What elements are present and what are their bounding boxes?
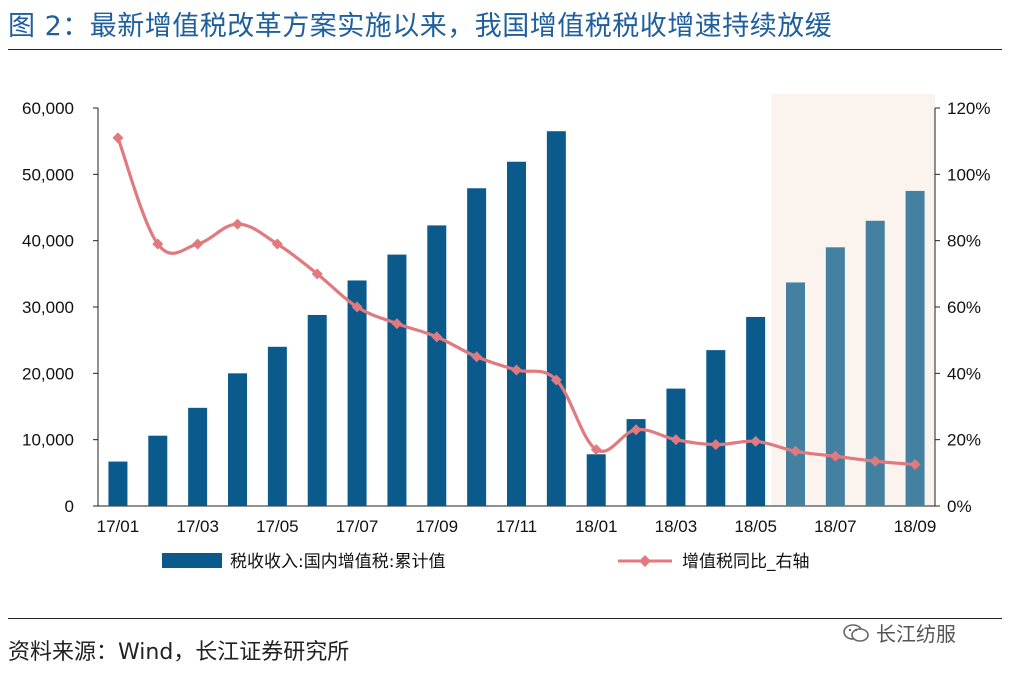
axes: 0 10,000 20,000 30,000 40,000 50,000 60,000 0% 2… [22,99,990,536]
line-point [710,439,722,451]
line-point [471,351,483,363]
right-tick-label: 80% [947,232,981,251]
right-tick-label: 20% [947,431,981,450]
title-rule [8,49,1002,50]
bar [666,388,686,506]
bars [108,131,925,507]
left-tick-label: 0 [65,497,74,516]
line-point [829,450,841,462]
x-tick-label: 17/11 [496,517,537,536]
line-point [431,331,443,343]
x-tick-label: 18/09 [894,517,937,536]
line-point [869,455,881,467]
bar [865,220,885,506]
bar [228,373,247,506]
bar [427,225,447,506]
line-point [192,238,204,250]
chart-title: 图 2：最新增值税改革方案实施以来，我国增值税税收增速持续放缓 [8,11,833,42]
left-tick-label: 20,000 [22,364,74,383]
line-point [670,434,682,446]
right-tick-label: 0% [947,497,972,516]
x-tick-label: 17/03 [176,517,219,536]
legend-label-line: 增值税同比_右轴 [682,552,810,572]
bar [188,407,208,506]
legend-swatch-bars [162,553,222,568]
legend-marker-line [639,555,651,567]
bar [905,190,925,506]
line-point [112,132,124,144]
left-tick-label: 40,000 [22,232,74,251]
line-point [630,424,642,436]
left-tick-label: 30,000 [22,298,74,317]
line-point [790,445,801,457]
line-point [152,238,164,250]
line-point [750,435,762,447]
line-point [909,459,921,471]
bar [148,435,168,506]
line-point [511,364,522,376]
line-point [271,238,283,250]
x-tick-label: 18/03 [655,517,698,536]
bar [786,282,805,506]
legend: 税收收入:国内增值税:累计值 增值税同比_右轴 [162,552,810,572]
line-series [112,132,921,471]
x-tick-label: 18/01 [575,517,618,536]
x-tick-label: 17/07 [336,517,379,536]
bar [267,346,287,506]
bar [586,454,606,506]
right-tick-label: 100% [947,165,990,184]
line-point [351,301,363,313]
line-point [550,374,562,386]
left-tick-label: 60,000 [22,99,74,118]
bar [746,316,766,506]
bar [546,131,566,506]
bar [307,314,327,506]
watermark: 长江纺服 [842,618,956,647]
bar [347,280,367,506]
right-tick-label: 40% [947,364,981,383]
line-point [311,268,323,280]
line-point [590,444,602,456]
bar [108,461,128,506]
bar [467,188,487,506]
x-tick-label: 18/05 [734,517,777,536]
footer-rule [8,618,1002,619]
right-tick-label: 60% [947,298,981,317]
bar [825,247,845,507]
chart: 0 10,000 20,000 30,000 40,000 50,000 60,000 0% 2… [22,94,990,572]
bar [387,254,407,506]
x-tick-label: 17/01 [97,517,140,536]
line-point [232,218,243,230]
x-tick-label: 18/07 [814,517,857,536]
x-tick-label: 17/05 [256,517,299,536]
left-tick-label: 50,000 [22,165,74,184]
left-tick-label: 10,000 [22,431,74,450]
bar [507,161,526,507]
line-point [391,318,403,330]
watermark-text: 长江纺服 [876,622,956,646]
bar [626,419,646,506]
wechat-icon [843,623,869,642]
x-tick-label: 17/09 [416,517,459,536]
source-note: 资料来源：Wind，长江证券研究所 [8,640,350,665]
right-tick-label: 120% [947,99,990,118]
legend-label-bars: 税收收入:国内增值税:累计值 [230,552,445,572]
bar [706,350,726,506]
